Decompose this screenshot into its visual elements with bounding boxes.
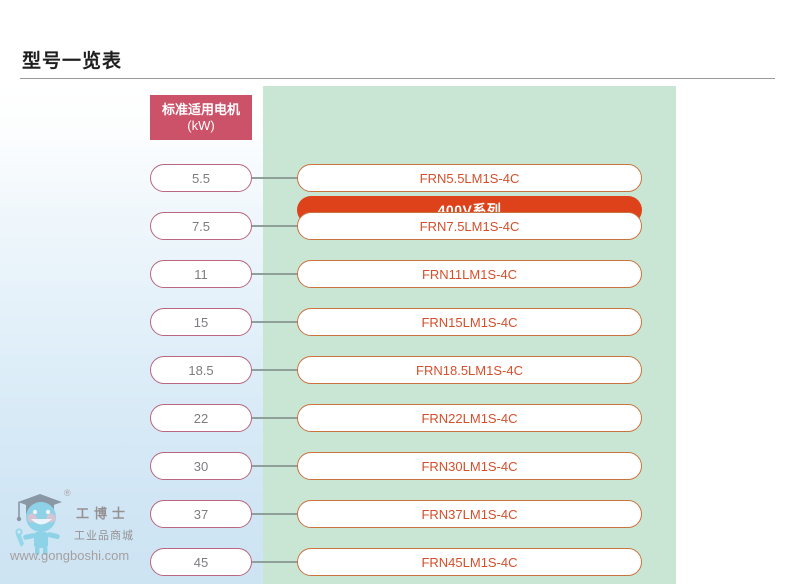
kw-value-pill[interactable]: 45 bbox=[150, 548, 252, 576]
model-name-pill[interactable]: FRN22LM1S-4C bbox=[297, 404, 642, 432]
table-row: 30 FRN30LM1S-4C bbox=[0, 444, 790, 492]
kw-value-pill[interactable]: 18.5 bbox=[150, 356, 252, 384]
kw-value-pill[interactable]: 37 bbox=[150, 500, 252, 528]
table-row: 11 FRN11LM1S-4C bbox=[0, 252, 790, 300]
table-row: 5.5 FRN5.5LM1S-4C bbox=[0, 156, 790, 204]
kw-value-pill[interactable]: 15 bbox=[150, 308, 252, 336]
kw-value-pill[interactable]: 30 bbox=[150, 452, 252, 480]
kw-header-line2: (kW) bbox=[187, 117, 215, 133]
row-connector-line bbox=[252, 321, 298, 323]
table-header-row: 标准适用电机 (kW) bbox=[0, 86, 790, 148]
table-row: 7.5 FRN7.5LM1S-4C bbox=[0, 204, 790, 252]
row-connector-line bbox=[252, 225, 298, 227]
kw-value-pill[interactable]: 22 bbox=[150, 404, 252, 432]
row-connector-line bbox=[252, 513, 298, 515]
page-title: 型号一览表 bbox=[22, 51, 123, 72]
kw-column-header: 标准适用电机 (kW) bbox=[150, 95, 252, 140]
table-row: 22 FRN22LM1S-4C bbox=[0, 396, 790, 444]
row-connector-line bbox=[252, 465, 298, 467]
model-list-table: 标准适用电机 (kW) 400V系列 5.5 FRN5.5LM1S-4C 7.5 FR… bbox=[0, 86, 790, 584]
page-header: 型号一览表 bbox=[0, 0, 790, 86]
row-connector-line bbox=[252, 273, 298, 275]
table-row: 37 FRN37LM1S-4C bbox=[0, 492, 790, 540]
table-row: 45 FRN45LM1S-4C bbox=[0, 540, 790, 588]
kw-value-pill[interactable]: 11 bbox=[150, 260, 252, 288]
kw-value-pill[interactable]: 5.5 bbox=[150, 164, 252, 192]
table-row: 18.5 FRN18.5LM1S-4C bbox=[0, 348, 790, 396]
title-divider bbox=[20, 78, 775, 79]
model-name-pill[interactable]: FRN30LM1S-4C bbox=[297, 452, 642, 480]
row-connector-line bbox=[252, 177, 298, 179]
model-name-pill[interactable]: FRN15LM1S-4C bbox=[297, 308, 642, 336]
table-row: 15 FRN15LM1S-4C bbox=[0, 300, 790, 348]
kw-value-pill[interactable]: 7.5 bbox=[150, 212, 252, 240]
row-connector-line bbox=[252, 561, 298, 563]
row-connector-line bbox=[252, 369, 298, 371]
model-name-pill[interactable]: FRN45LM1S-4C bbox=[297, 548, 642, 576]
model-name-pill[interactable]: FRN37LM1S-4C bbox=[297, 500, 642, 528]
model-name-pill[interactable]: FRN18.5LM1S-4C bbox=[297, 356, 642, 384]
model-name-pill[interactable]: FRN7.5LM1S-4C bbox=[297, 212, 642, 240]
kw-header-line1: 标准适用电机 bbox=[161, 101, 240, 117]
model-name-pill[interactable]: FRN5.5LM1S-4C bbox=[297, 164, 642, 192]
row-connector-line bbox=[252, 417, 298, 419]
model-name-pill[interactable]: FRN11LM1S-4C bbox=[297, 260, 642, 288]
